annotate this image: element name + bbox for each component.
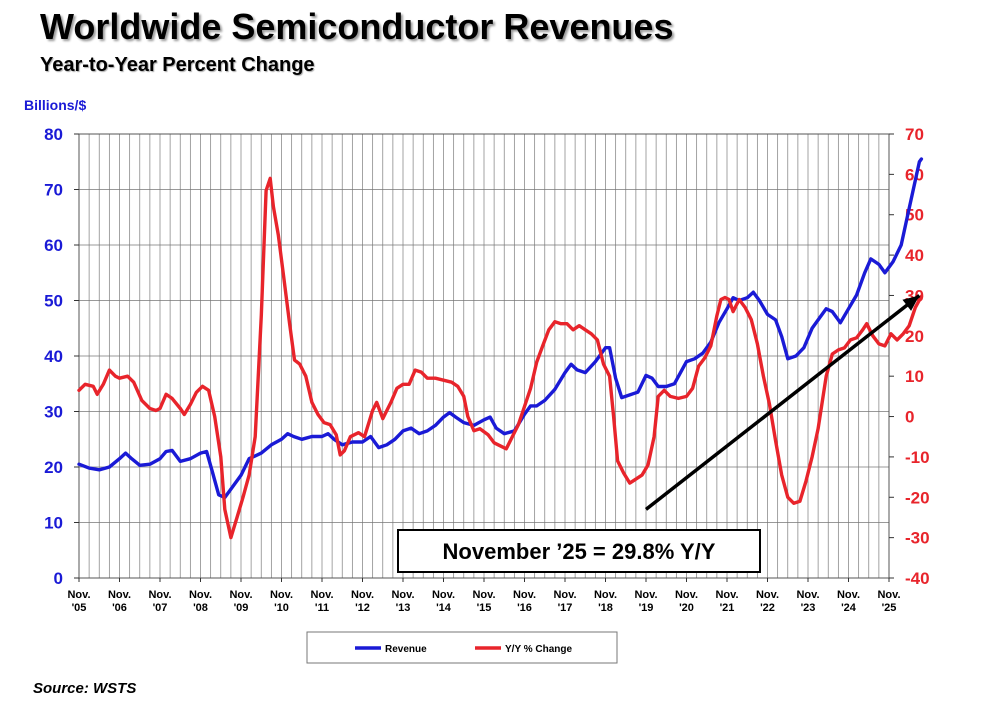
x-axis-tick-label: Nov.: [189, 589, 212, 601]
legend: Revenue Y/Y % Change: [306, 631, 618, 664]
x-axis-tick-label: '07: [153, 602, 168, 614]
left-axis-tick-label: 30: [44, 403, 63, 422]
left-axis-tick-label: 0: [54, 569, 63, 588]
x-axis-tick-label: Nov.: [472, 589, 495, 601]
x-axis-tick-label: Nov.: [270, 589, 293, 601]
x-axis-tick-label: Nov.: [877, 589, 900, 601]
plot-area: 0 10 20 30 40 50 60 70 80 Billions/$ -40 -30 -20 -10 0…: [24, 97, 930, 614]
left-axis-tick-label: 40: [44, 347, 63, 366]
right-axis-tick-label: -20: [905, 488, 930, 507]
right-axis-tick-label: 70: [905, 125, 924, 144]
x-axis-tick-label: Nov.: [715, 589, 738, 601]
series-line-y-y-change: [77, 176, 924, 540]
x-axis-tick-label: '06: [112, 602, 127, 614]
left-axis-tick-label: 80: [44, 125, 63, 144]
x-axis-tick-label: Nov.: [67, 589, 90, 601]
x-axis-tick-label: Nov.: [351, 589, 374, 601]
x-axis-tick-label: Nov.: [391, 589, 414, 601]
right-axis-tick-label: -40: [905, 569, 930, 588]
x-axis-tick-label: '09: [234, 602, 249, 614]
x-axis-tick-label: '08: [193, 602, 208, 614]
x-axis-tick-label: '20: [679, 602, 694, 614]
x-axis-tick-label: Nov.: [837, 589, 860, 601]
right-axis-tick-label: -30: [905, 529, 930, 548]
left-axis-tick-label: 10: [44, 514, 63, 533]
left-axis-tick-label: 60: [44, 236, 63, 255]
annotation-box: [397, 529, 761, 573]
x-axis-tick-label: '14: [436, 602, 452, 614]
x-axis-tick-label: Nov.: [756, 589, 779, 601]
x-axis-tick-label: Nov.: [513, 589, 536, 601]
chart-title: Worldwide Semiconductor Revenues: [40, 6, 674, 47]
annotation-text: November ’25 = 29.8% Y/Y: [443, 539, 716, 564]
right-axis-tick-label: -10: [905, 448, 930, 467]
x-axis-tick-label: Nov.: [108, 589, 131, 601]
x-axis-tick-label: '17: [558, 602, 573, 614]
x-axis-tick-label: '19: [639, 602, 654, 614]
x-axis-tick-label: '13: [396, 602, 411, 614]
x-axis-tick-label: Nov.: [432, 589, 455, 601]
x-axis-tick-label: '24: [841, 602, 857, 614]
x-axis-tick-label: Nov.: [148, 589, 171, 601]
left-axis-tick-label: 50: [44, 292, 63, 311]
source-note: Source: WSTS: [33, 680, 137, 697]
left-axis-label: Billions/$: [24, 97, 86, 113]
legend-label: Y/Y % Change: [505, 644, 572, 655]
x-axis-tick-label: '11: [315, 602, 329, 614]
x-axis-tick-label: '23: [801, 602, 816, 614]
right-axis-tick-label: 20: [905, 327, 924, 346]
x-axis-tick-label: '16: [517, 602, 532, 614]
x-axis-tick-label: '12: [355, 602, 370, 614]
left-axis-tick-label: 70: [44, 181, 63, 200]
legend-label: Revenue: [385, 644, 427, 655]
right-axis-tick-label: 10: [905, 367, 924, 386]
x-axis-tick-label: '05: [72, 602, 87, 614]
x-axis-tick-label: '21: [720, 602, 735, 614]
right-axis-tick-label: 0: [905, 408, 914, 427]
x-axis-tick-label: Nov.: [310, 589, 333, 601]
x-axis-tick-label: Nov.: [796, 589, 819, 601]
annotation-arrow-head: [902, 295, 920, 311]
annotation-arrow-line: [644, 294, 921, 511]
x-axis-tick-label: Nov.: [634, 589, 657, 601]
x-axis-tick-label: '10: [274, 602, 289, 614]
x-axis-tick-label: Nov.: [675, 589, 698, 601]
x-axis-tick-label: Nov.: [229, 589, 252, 601]
left-axis-tick-label: 20: [44, 458, 63, 477]
x-axis-tick-label: Nov.: [553, 589, 576, 601]
x-axis-tick-label: '18: [598, 602, 613, 614]
x-axis-tick-label: '22: [760, 602, 775, 614]
x-axis-tick-label: Nov.: [594, 589, 617, 601]
x-axis-tick-label: '15: [477, 602, 492, 614]
x-axis-tick-label: '25: [882, 602, 897, 614]
chart-subtitle: Year-to-Year Percent Change: [40, 54, 315, 76]
right-axis-tick-label: 40: [905, 246, 924, 265]
